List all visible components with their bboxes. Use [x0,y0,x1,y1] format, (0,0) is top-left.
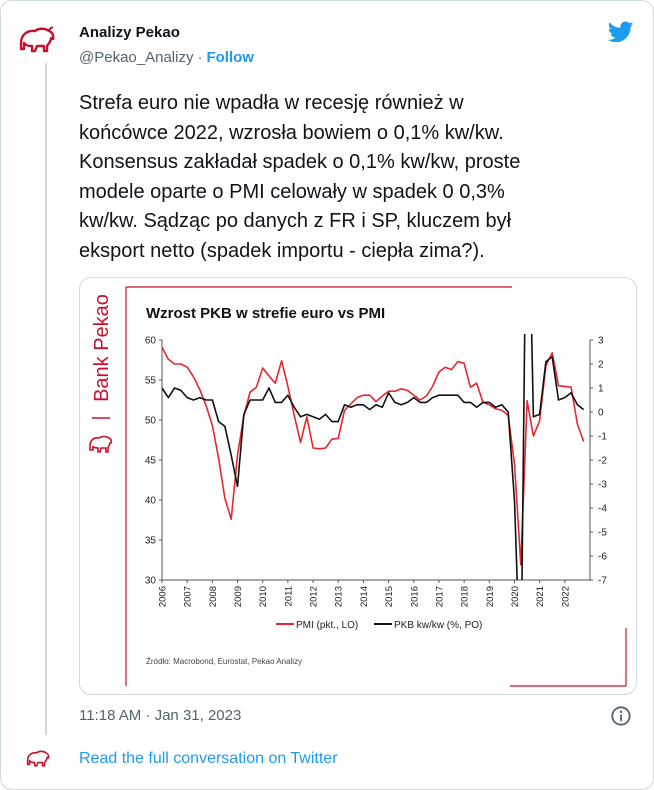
x-tick-label: 2013 [334,586,345,607]
author-name[interactable]: Analizy Pekao [79,24,180,41]
twitter-bird-icon[interactable] [606,19,636,45]
y-right-tick-label: -2 [598,456,607,467]
series-line-gdp [162,334,585,580]
author-meta: @Pekao_Analizy · Follow [79,48,254,68]
source-note: Źródło: Macrobond, Eurostat, Pekao Anali… [146,657,302,666]
meta-separator: · [197,49,203,66]
tweet-media[interactable]: Bank Pekao Wzrost PKB w strefie euro vs … [79,277,637,695]
y-right-tick-label: 1 [598,384,604,395]
author-handle[interactable]: @Pekao_Analizy [79,49,194,66]
tweet-header: Analizy Pekao @Pekao_Analizy · Follow [79,23,254,68]
x-tick-label: 2008 [208,586,219,607]
thread-line [45,63,47,735]
y-right-tick-label: -3 [598,480,607,491]
read-conversation-link[interactable]: Read the full conversation on Twitter [79,750,338,767]
x-tick-label: 2015 [384,586,395,607]
brand-sidebar [80,278,122,694]
x-tick-label: 2018 [460,586,471,607]
footer-bison-logo-icon [26,750,50,767]
y-left-tick-label: 40 [145,496,157,507]
y-right-tick-label: 0 [598,408,604,419]
chart-legend: PMI (pkt., LO) PKB kw/kw (%, PO) [276,620,482,631]
x-tick-label: 2016 [409,586,420,607]
follow-button[interactable]: Follow [206,49,254,66]
y-right-tick-label: 2 [598,360,604,371]
chart-series [162,334,585,580]
x-tick-label: 2010 [258,586,269,607]
y-left-tick-label: 60 [145,336,157,347]
x-tick-label: 2009 [233,586,244,607]
tweet-text: Strefa euro nie wpadła w recesję również… [79,92,521,262]
info-icon[interactable] [610,705,632,727]
y-left-tick-label: 35 [145,536,157,547]
y-left-tick-label: 55 [145,376,157,387]
brand-text: Bank Pekao [91,294,113,402]
chart-axes: 30 35 40 45 50 55 60 -7 -6 -5 -4 -3 -2 -1 0 1 2 3 2006 2007… [145,336,607,608]
bison-logo-icon[interactable] [17,19,57,59]
series-line-pmi [162,346,585,566]
y-right-tick-label: 3 [598,336,604,347]
x-tick-label: 2007 [183,586,194,607]
y-right-tick-label: -5 [598,528,607,539]
y-right-tick-label: -1 [598,432,607,443]
y-right-tick-label: -6 [598,552,607,563]
x-tick-label: 2014 [359,586,370,607]
legend-label-gdp: PKB kw/kw (%, PO) [394,620,482,631]
y-left-tick-label: 45 [145,456,157,467]
tweet-timestamp[interactable]: 11:18 AM · Jan 31, 2023 [79,707,242,724]
x-tick-label: 2012 [309,586,320,607]
x-tick-label: 2022 [560,586,571,607]
x-tick-label: 2006 [158,586,169,607]
x-tick-label: 2019 [485,586,496,607]
x-tick-label: 2021 [535,586,546,607]
y-left-tick-label: 50 [145,416,157,427]
y-right-tick-label: -7 [598,576,607,587]
x-tick-label: 2011 [283,586,294,606]
x-tick-label: 2020 [510,586,521,607]
x-tick-label: 2017 [434,586,445,607]
chart-title: Wzrost PKB w strefie euro vs PMI [146,305,385,322]
y-right-tick-label: -4 [598,504,607,515]
pmi-gdp-chart: Bank Pekao Wzrost PKB w strefie euro vs … [80,278,627,694]
legend-label-pmi: PMI (pkt., LO) [296,620,358,631]
brand-logo-icon [89,435,113,453]
y-left-tick-label: 30 [145,576,157,587]
